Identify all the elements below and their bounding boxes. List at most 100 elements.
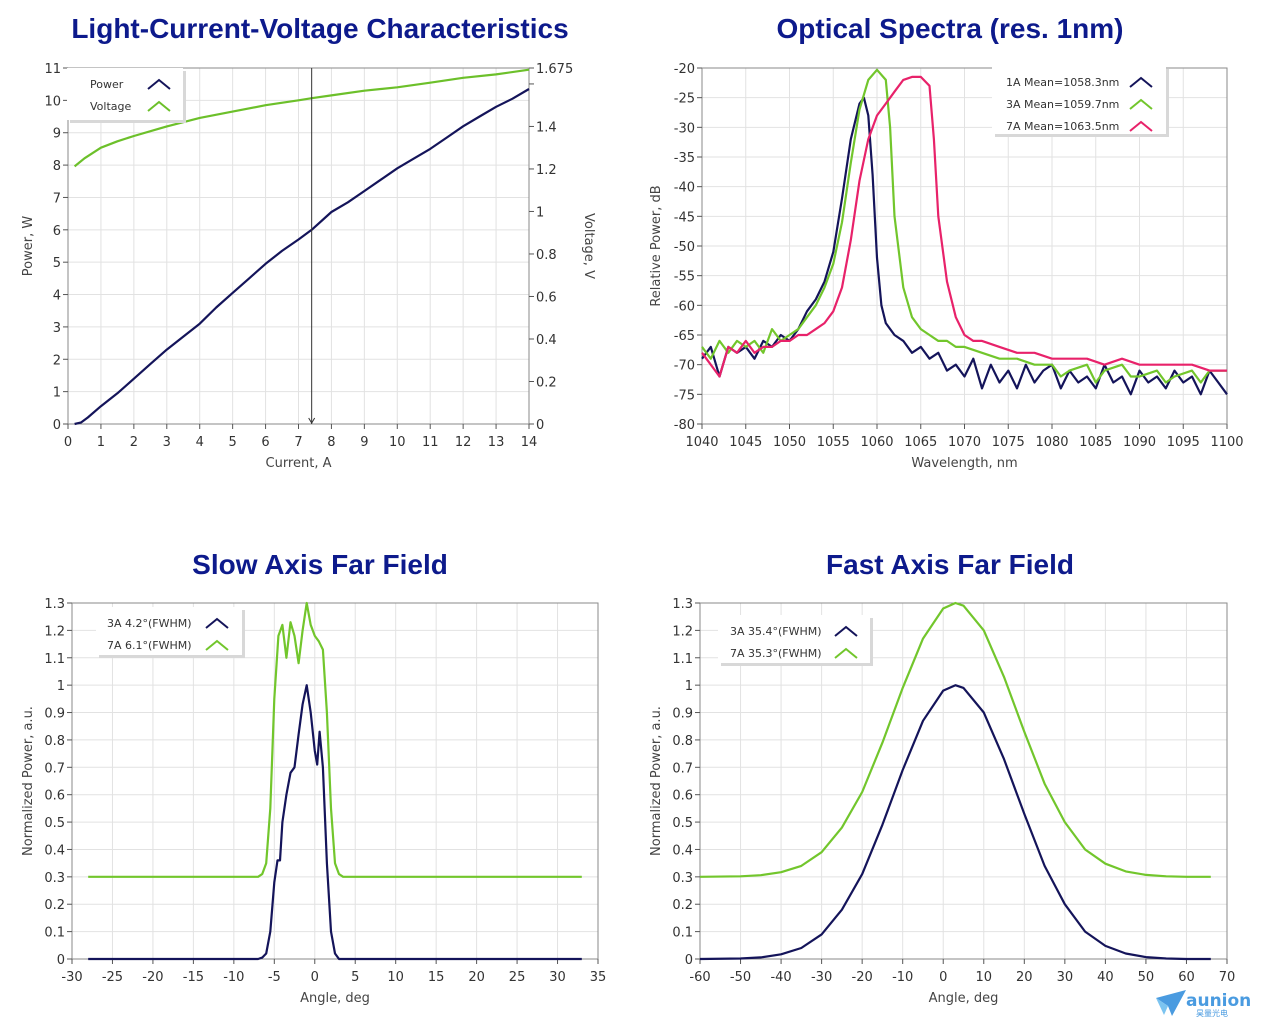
y-tick-label: 8 bbox=[53, 159, 61, 174]
y-tick-label: 1.1 bbox=[44, 652, 65, 667]
chart-title-slow-axis: Slow Axis Far Field bbox=[192, 549, 448, 580]
x-tick-label: 14 bbox=[521, 435, 538, 450]
paper-plane-logo-icon bbox=[1156, 990, 1186, 1016]
legend-chevron-icon bbox=[1129, 98, 1153, 110]
legend-label: Power bbox=[90, 78, 124, 91]
logo: aunion 昊量光电 bbox=[1156, 990, 1251, 1018]
y-tick-label: 2 bbox=[53, 353, 61, 368]
x-tick-label: 5 bbox=[351, 970, 359, 985]
y-tick-label: 0.5 bbox=[672, 816, 693, 831]
x-tick-label: -30 bbox=[811, 970, 832, 985]
legend-box bbox=[96, 607, 242, 655]
y-tick-label: 0.3 bbox=[44, 871, 65, 886]
y2-tick-label: 0.8 bbox=[536, 248, 557, 263]
series-line-3a bbox=[701, 68, 1227, 384]
x-tick-label: 35 bbox=[590, 970, 607, 985]
x-tick-label: -30 bbox=[61, 970, 82, 985]
y-tick-label: -50 bbox=[674, 240, 695, 255]
cursor-arrow-icon bbox=[308, 417, 316, 424]
y-tick-label: 0.2 bbox=[44, 898, 65, 913]
x-tick-label: 7 bbox=[294, 435, 302, 450]
series-line-voltage bbox=[73, 68, 530, 168]
x-tick-label: 12 bbox=[455, 435, 472, 450]
y-tick-label: 5 bbox=[53, 256, 61, 271]
y-tick-label: 0 bbox=[53, 418, 61, 433]
y-tick-label: 0.4 bbox=[44, 843, 65, 858]
y-tick-label: 0.8 bbox=[672, 734, 693, 749]
x-tick-label: -50 bbox=[730, 970, 751, 985]
x-tick-label: 20 bbox=[1016, 970, 1033, 985]
x-tick-label: 60 bbox=[1178, 970, 1195, 985]
y-tick-label: -45 bbox=[674, 210, 695, 225]
y-tick-label: -75 bbox=[674, 388, 695, 403]
x-axis-label: Angle, deg bbox=[300, 991, 370, 1006]
y-tick-label: -60 bbox=[674, 299, 695, 314]
y2-axis-label: Voltage, V bbox=[581, 213, 596, 279]
y-tick-label: 4 bbox=[53, 289, 61, 304]
y2-tick-label: 0 bbox=[536, 418, 544, 433]
y-tick-label: 0.1 bbox=[672, 926, 693, 941]
charts-group: 0 1 2 3 4 5 6 7 8 9 10 11 12 13 140123456789101100.20.… bbox=[21, 62, 1244, 1006]
y-tick-label: 1 bbox=[53, 386, 61, 401]
legend-label: 7A 6.1°(FWHM) bbox=[107, 639, 192, 652]
x-tick-label: -20 bbox=[142, 970, 163, 985]
y-tick-label: 10 bbox=[44, 94, 61, 109]
x-tick-label: 15 bbox=[428, 970, 445, 985]
chart-fast-axis: -60 -50 -40 -30 -20 -10 0 10 20 30 40 50 60 70 0 0.1 0.2… bbox=[649, 597, 1235, 1006]
legend-box bbox=[718, 615, 870, 663]
x-tick-label: 3 bbox=[163, 435, 171, 450]
series-line-1a bbox=[701, 96, 1228, 396]
y2-tick-label: 0.2 bbox=[536, 375, 557, 390]
x-tick-label: 10 bbox=[387, 970, 404, 985]
x-tick-label: 50 bbox=[1138, 970, 1155, 985]
x-tick-label: -20 bbox=[852, 970, 873, 985]
x-tick-label: 20 bbox=[468, 970, 485, 985]
chart-title-liv: Light-Current-Voltage Characteristics bbox=[71, 13, 568, 44]
y2-tick-label: 1 bbox=[536, 205, 544, 220]
x-tick-label: 6 bbox=[261, 435, 269, 450]
y-tick-label: 0.4 bbox=[672, 843, 693, 858]
x-tick-label: 1075 bbox=[992, 435, 1025, 450]
logo-text: aunion bbox=[1186, 991, 1251, 1011]
y2-tick-label: 1.4 bbox=[536, 120, 557, 135]
x-tick-label: 10 bbox=[975, 970, 992, 985]
legend-label: 3A Mean=1059.7nm bbox=[1006, 98, 1119, 111]
legend-label: 3A 35.4°(FWHM) bbox=[730, 625, 822, 638]
legend-label: 7A Mean=1063.5nm bbox=[1006, 120, 1119, 133]
y-tick-label: 1.3 bbox=[672, 597, 693, 612]
x-tick-label: 10 bbox=[389, 435, 406, 450]
x-tick-label: 1095 bbox=[1167, 435, 1200, 450]
x-axis-label: Wavelength, nm bbox=[911, 456, 1017, 471]
y-tick-label: 0.9 bbox=[672, 707, 693, 722]
y-tick-label: 9 bbox=[53, 127, 61, 142]
x-tick-label: -25 bbox=[102, 970, 123, 985]
x-tick-label: -10 bbox=[223, 970, 244, 985]
y-tick-label: -40 bbox=[674, 181, 695, 196]
x-tick-label: 5 bbox=[229, 435, 237, 450]
x-tick-label: 0 bbox=[311, 970, 319, 985]
plot-area-frame bbox=[71, 602, 599, 960]
y-tick-label: -55 bbox=[674, 270, 695, 285]
x-tick-label: 1050 bbox=[773, 435, 806, 450]
y-axis-label: Normalized Power, a.u. bbox=[649, 706, 664, 856]
x-axis-label: Angle, deg bbox=[929, 991, 999, 1006]
x-tick-label: -60 bbox=[689, 970, 710, 985]
legend: 1A Mean=1058.3nm 3A Mean=1059.7nm 7A Mean=… bbox=[992, 66, 1169, 137]
y-tick-label: 0 bbox=[57, 953, 65, 968]
y-tick-label: 1 bbox=[57, 679, 65, 694]
x-tick-label: 25 bbox=[509, 970, 526, 985]
legend: Power Voltage bbox=[67, 68, 186, 123]
x-tick-label: 30 bbox=[549, 970, 566, 985]
legend-chevron-icon bbox=[1129, 76, 1153, 88]
legend-label: Voltage bbox=[90, 100, 131, 113]
x-tick-label: 1090 bbox=[1123, 435, 1156, 450]
y2-tick-label: 1.2 bbox=[536, 163, 557, 178]
x-tick-label: 9 bbox=[360, 435, 368, 450]
legend-chevron-icon bbox=[147, 100, 171, 112]
y-tick-label: 1.2 bbox=[672, 624, 693, 639]
y-tick-label: 0.7 bbox=[44, 761, 65, 776]
series-line-power bbox=[74, 88, 530, 426]
x-axis-label: Current, A bbox=[266, 456, 332, 471]
y-tick-label: 0.5 bbox=[44, 816, 65, 831]
